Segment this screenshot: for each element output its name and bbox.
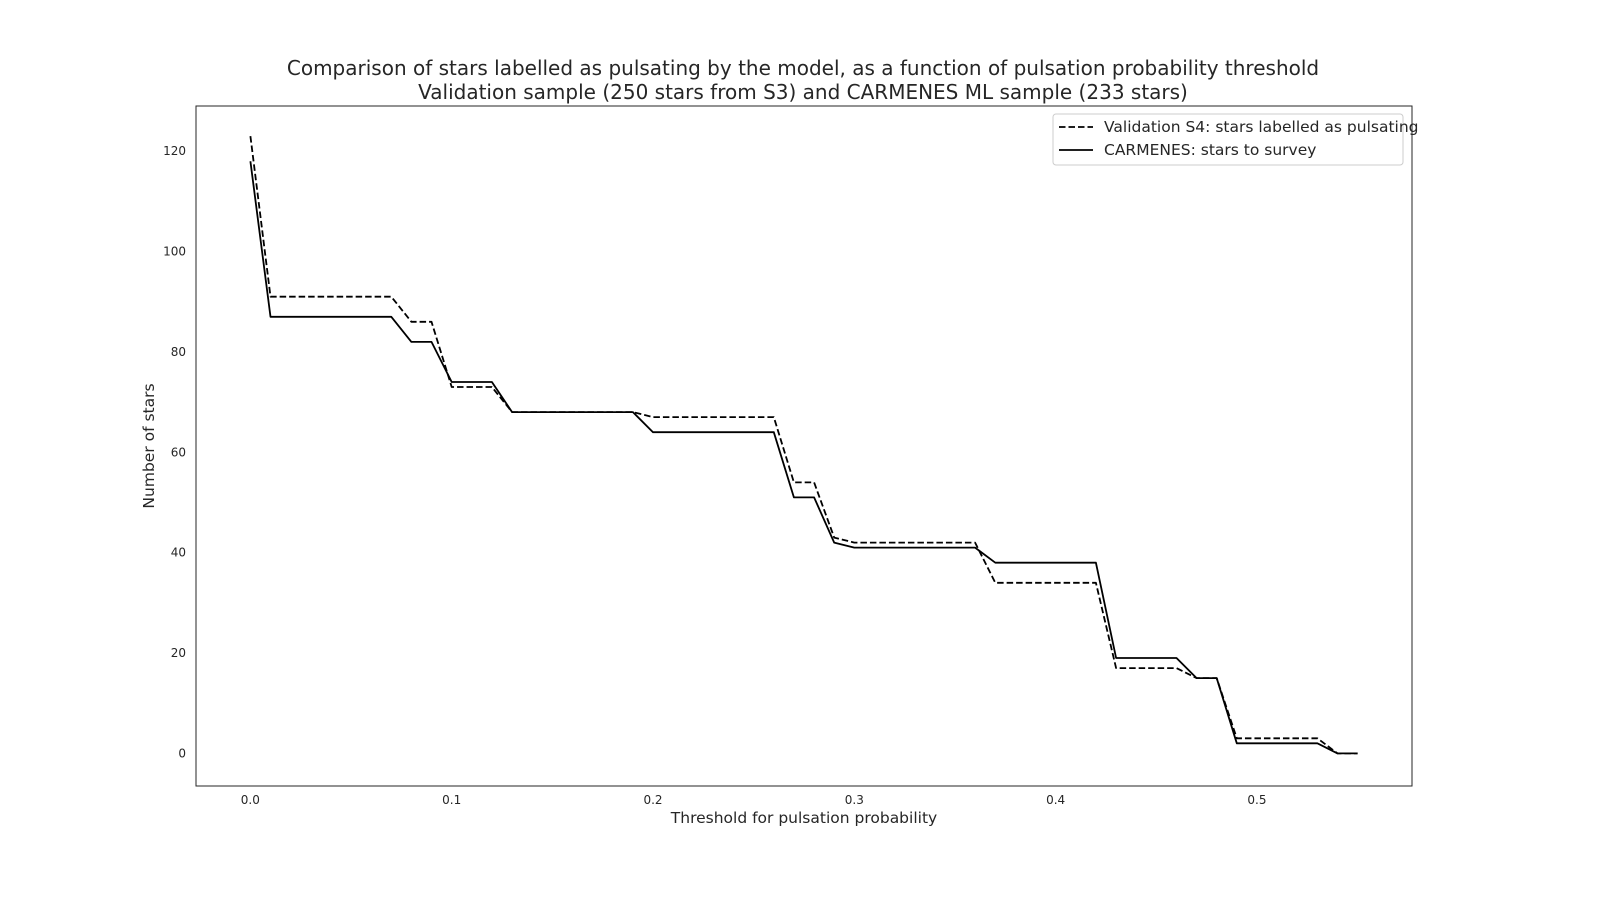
y-tick-label: 20 [171,646,186,660]
x-tick-label: 0.1 [442,793,461,807]
y-tick-label: 40 [171,546,186,560]
y-tick-label: 0 [178,746,186,760]
x-tick-label: 0.2 [643,793,662,807]
chart-title: Comparison of stars labelled as pulsatin… [287,56,1319,80]
legend-label-carmenes: CARMENES: stars to survey [1104,141,1316,159]
x-axis-label: Threshold for pulsation probability [670,809,937,827]
legend-frame [1052,113,1404,166]
y-tick-label: 60 [171,445,186,459]
x-tick-label: 0.5 [1247,793,1266,807]
series-line-carmenes [249,161,1358,755]
x-tick-label: 0.3 [845,793,864,807]
y-axis-label: Number of stars [140,383,158,508]
y-axis: 0 20 40 60 80 100 120 [163,144,186,760]
y-tick-label: 100 [163,245,186,259]
chart-subtitle: Validation sample (250 stars from S3) an… [418,80,1188,104]
y-tick-label: 80 [171,345,186,359]
x-tick-label: 0.4 [1046,793,1065,807]
x-axis: 0.0 0.1 0.2 0.3 0.4 0.5 [241,793,1267,807]
series-line-validation [249,135,1358,755]
x-tick-label: 0.0 [241,793,260,807]
y-tick-label: 120 [163,144,186,158]
plot-area [195,105,1413,787]
legend: Validation S4: stars labelled as pulsati… [1052,113,1419,166]
series-layer [249,135,1358,755]
legend-label-validation: Validation S4: stars labelled as pulsati… [1104,118,1419,136]
